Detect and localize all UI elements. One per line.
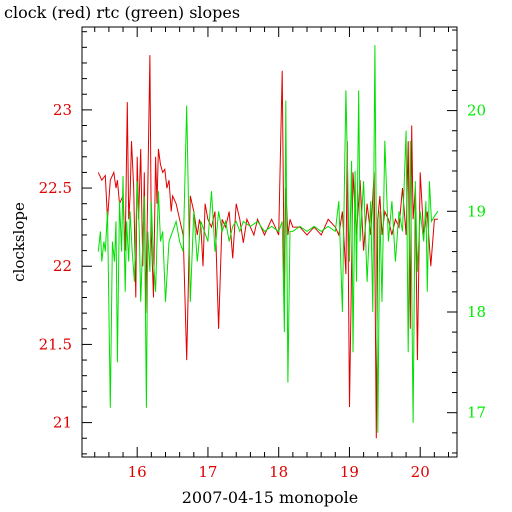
x-axis-label: 2007-04-15 monopole xyxy=(182,488,359,507)
x-tick-label: 18 xyxy=(269,463,288,481)
x-tick-label: 20 xyxy=(411,463,430,481)
plot-lines xyxy=(97,45,439,439)
axis-ticks xyxy=(82,27,457,457)
y-axis-label: clockslope xyxy=(10,202,28,282)
y2-tick-label: 18 xyxy=(467,303,486,321)
plot-frame xyxy=(81,26,458,458)
x-tick-label: 16 xyxy=(128,463,147,481)
y2-tick-label: 19 xyxy=(467,202,486,220)
series-line-green xyxy=(97,45,439,433)
y2-tick-label: 17 xyxy=(467,404,486,422)
x-tick-label: 19 xyxy=(340,463,359,481)
series-line-red xyxy=(97,55,438,439)
y2-tick-label: 20 xyxy=(467,102,486,120)
y-tick-label: 22 xyxy=(53,257,72,275)
y-tick-label: 21 xyxy=(53,414,72,432)
y-tick-label: 23 xyxy=(53,101,72,119)
x-tick-label: 17 xyxy=(198,463,217,481)
y-tick-label: 21.5 xyxy=(39,335,72,353)
y-tick-label: 22.5 xyxy=(39,179,72,197)
axis-tick-labels: 16 17 18 19 20 21 21.5 22 22.5 23 17 18 19 20 xyxy=(39,101,487,481)
chart-title: clock (red) rtc (green) slopes xyxy=(4,3,240,22)
